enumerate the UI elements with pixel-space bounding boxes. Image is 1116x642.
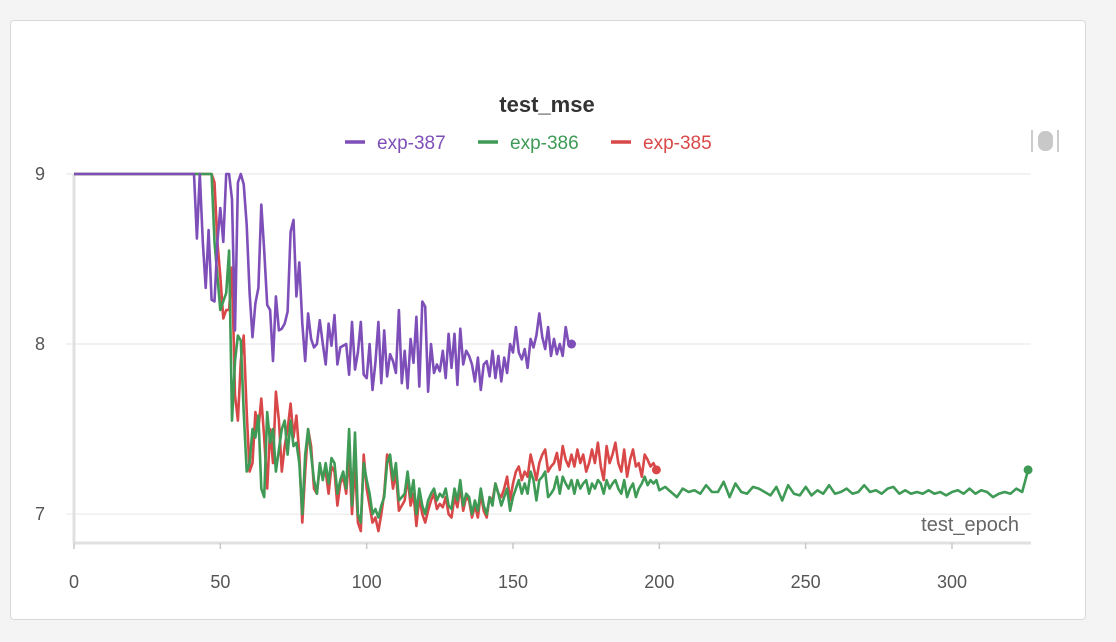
x-tick-label-6: 300	[937, 572, 967, 592]
legend: exp-387 exp-386 exp-385	[345, 133, 712, 154]
series-line-exp-385	[74, 172, 658, 533]
chart-title: test_mse	[499, 92, 594, 117]
series-line-exp-387	[74, 172, 572, 393]
legend-item-exp-386[interactable]: exp-386	[478, 133, 579, 154]
x-tick-label-3: 150	[498, 572, 528, 592]
x-tick-label-0: 0	[69, 572, 79, 592]
series-line-exp-386	[74, 172, 1030, 524]
y-tick-label-0: 7	[35, 504, 45, 524]
y-tick-label-1: 8	[35, 334, 45, 354]
axes	[72, 174, 1031, 545]
x-tick-label-1: 50	[210, 572, 230, 592]
series-endpoint-exp-386	[1023, 465, 1033, 475]
y-tick-label-2: 9	[35, 164, 45, 184]
x-tick-label-2: 100	[352, 572, 382, 592]
legend-label-exp-387: exp-387	[377, 133, 446, 154]
chart-panel	[10, 20, 1086, 620]
series-lines	[74, 172, 1033, 533]
series-endpoint-exp-387	[567, 339, 577, 349]
legend-item-exp-387[interactable]: exp-387	[345, 133, 446, 154]
x-axis-ticks: 0 50 100 150 200 250 300	[69, 543, 967, 592]
x-tick-label-5: 250	[791, 572, 821, 592]
legend-item-exp-385[interactable]: exp-385	[611, 133, 712, 154]
legend-label-exp-386: exp-386	[510, 133, 579, 154]
series-endpoint-exp-385	[651, 465, 661, 475]
x-axis-label: test_epoch	[921, 514, 1019, 536]
x-tick-label-4: 200	[644, 572, 674, 592]
y-axis-ticks: 7 8 9	[35, 164, 45, 524]
legend-label-exp-385: exp-385	[643, 133, 712, 154]
drag-handle-icon[interactable]	[1031, 130, 1059, 152]
grid-lines	[66, 173, 1031, 515]
